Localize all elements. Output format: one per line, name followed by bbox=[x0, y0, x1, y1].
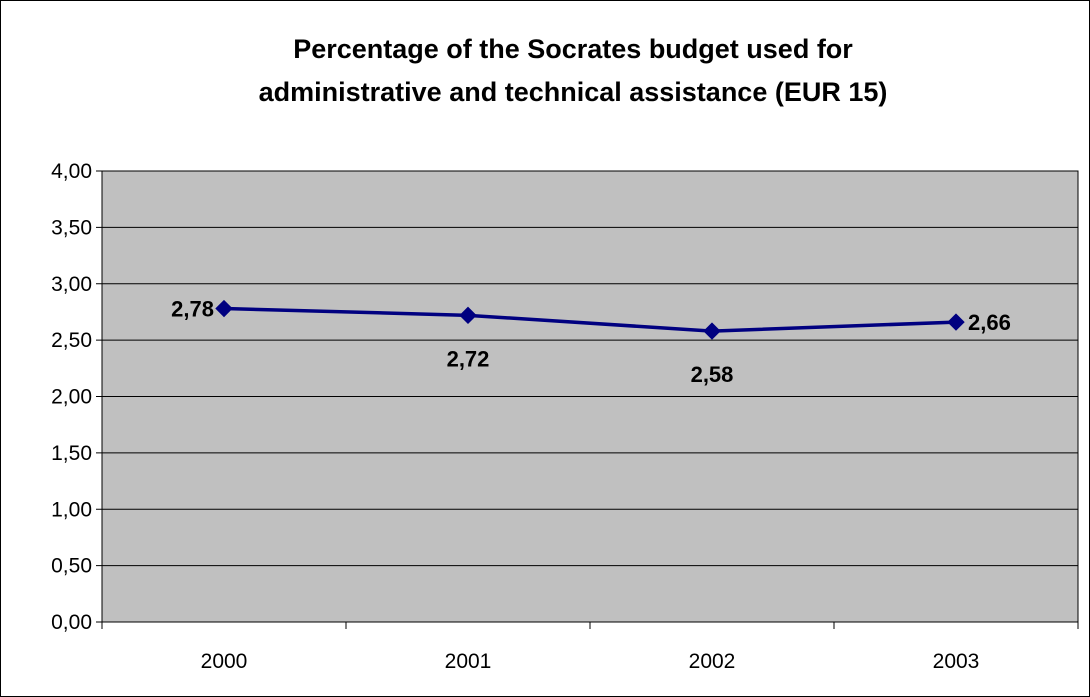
x-tick-label-2002: 2002 bbox=[689, 650, 736, 673]
chart-title-line-1: Percentage of the Socrates budget used f… bbox=[293, 34, 853, 64]
data-label-2003: 2,66 bbox=[968, 310, 1011, 335]
x-tick-label-2000: 2000 bbox=[201, 650, 248, 673]
y-tick-label-5: 2,50 bbox=[51, 329, 92, 352]
data-label-2000: 2,78 bbox=[171, 297, 214, 322]
chart-title-line-2: administrative and technical assistance … bbox=[259, 77, 888, 107]
y-axis-tick-labels: 0,00 0,50 1,00 1,50 2,00 2,50 3,00 3,50 4,00 bbox=[51, 160, 92, 634]
y-tick-label-4: 2,00 bbox=[51, 386, 92, 409]
data-label-2002: 2,58 bbox=[691, 362, 734, 387]
data-label-2001: 2,72 bbox=[447, 346, 490, 371]
y-tick-label-0: 0,00 bbox=[51, 611, 92, 634]
y-tick-label-2: 1,00 bbox=[51, 498, 92, 521]
x-tick-label-2001: 2001 bbox=[445, 650, 492, 673]
y-tick-label-1: 0,50 bbox=[51, 555, 92, 578]
y-tick-label-8: 4,00 bbox=[51, 160, 92, 183]
y-tick-label-3: 1,50 bbox=[51, 442, 92, 465]
y-tick-label-6: 3,00 bbox=[51, 273, 92, 296]
y-tick-label-7: 3,50 bbox=[51, 216, 92, 239]
x-tick-label-2003: 2003 bbox=[933, 650, 980, 673]
